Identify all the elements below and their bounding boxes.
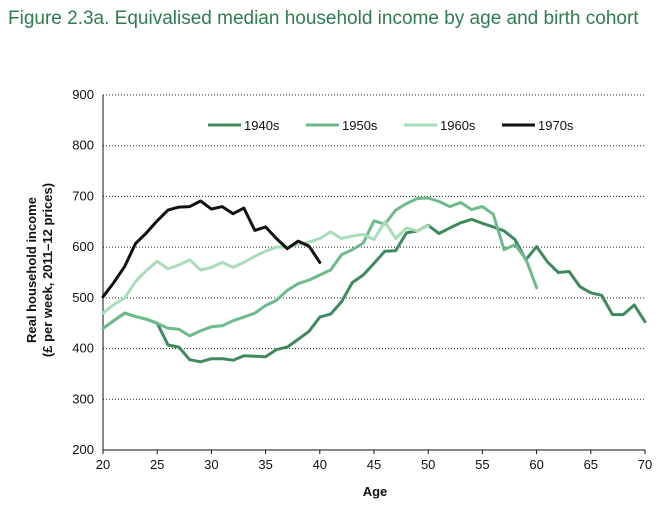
series-line-1950s	[101, 196, 539, 338]
legend: 1940s 1950s 1960s 1970s	[208, 118, 574, 133]
y-tick-label-200: 200	[72, 442, 94, 457]
legend-label-1970s: 1970s	[538, 118, 574, 133]
y-tick-label-300: 300	[72, 391, 94, 406]
x-tick-label-65: 65	[584, 457, 598, 472]
series-line-1960s	[101, 220, 430, 315]
legend-label-1960s: 1960s	[440, 118, 476, 133]
y-tick-label-500: 500	[72, 290, 94, 305]
series-lines	[101, 196, 647, 364]
x-axis-ticks: 20 25 30 35 40 45 50 55 60 65 70	[96, 450, 652, 472]
x-tick-label-50: 50	[421, 457, 435, 472]
chart-title: Figure 2.3a. Equivalised median househol…	[8, 8, 639, 29]
x-tick-label-35: 35	[258, 457, 272, 472]
x-tick-label-45: 45	[367, 457, 381, 472]
y-tick-label-600: 600	[72, 239, 94, 254]
y-axis-label-line2: (£ per week, 2011–12 prices)	[40, 183, 55, 357]
x-tick-label-40: 40	[313, 457, 327, 472]
x-tick-label-20: 20	[96, 457, 110, 472]
x-tick-label-60: 60	[529, 457, 543, 472]
x-tick-label-25: 25	[150, 457, 164, 472]
series-line-1970s	[101, 199, 322, 299]
legend-label-1940s: 1940s	[244, 118, 280, 133]
y-tick-label-800: 800	[72, 138, 94, 153]
x-tick-label-55: 55	[475, 457, 489, 472]
gridlines	[103, 94, 645, 400]
y-tick-label-900: 900	[72, 87, 94, 102]
x-axis-label: Age	[363, 484, 388, 499]
y-axis-ticks: 200 300 400 500 600 700 800 900	[72, 87, 94, 457]
series-line-1940s	[101, 217, 647, 364]
x-tick-label-70: 70	[638, 457, 652, 472]
y-axis-label-line1: Real household income	[24, 197, 39, 343]
x-tick-label-30: 30	[204, 457, 218, 472]
y-tick-label-700: 700	[72, 188, 94, 203]
y-tick-label-400: 400	[72, 341, 94, 356]
legend-label-1950s: 1950s	[342, 118, 378, 133]
